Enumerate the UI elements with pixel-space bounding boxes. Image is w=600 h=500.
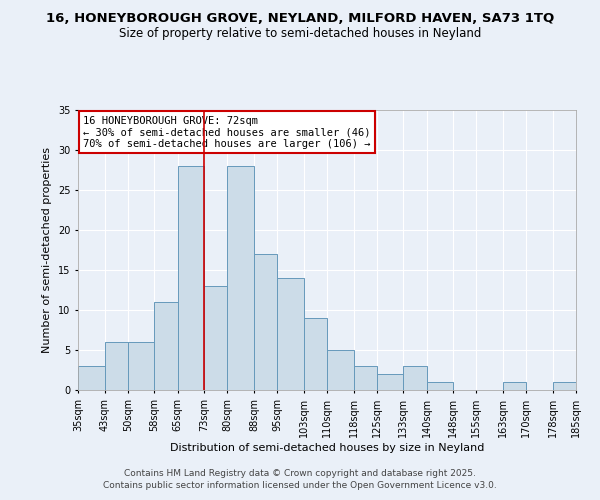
Bar [327,350,353,390]
Bar [503,382,526,390]
Bar [204,286,227,390]
Y-axis label: Number of semi-detached properties: Number of semi-detached properties [43,147,52,353]
Bar [403,366,427,390]
Bar [178,166,204,390]
Text: Size of property relative to semi-detached houses in Neyland: Size of property relative to semi-detach… [119,28,481,40]
Bar [254,254,277,390]
Text: Contains HM Land Registry data © Crown copyright and database right 2025.
Contai: Contains HM Land Registry data © Crown c… [103,469,497,490]
Bar [377,374,403,390]
Bar [277,278,304,390]
Bar [78,366,104,390]
Bar [154,302,178,390]
Bar [128,342,154,390]
X-axis label: Distribution of semi-detached houses by size in Neyland: Distribution of semi-detached houses by … [170,442,484,452]
Bar [427,382,453,390]
Bar [227,166,254,390]
Bar [304,318,327,390]
Bar [353,366,377,390]
Text: 16 HONEYBOROUGH GROVE: 72sqm
← 30% of semi-detached houses are smaller (46)
70% : 16 HONEYBOROUGH GROVE: 72sqm ← 30% of se… [83,116,370,149]
Bar [104,342,128,390]
Bar [553,382,576,390]
Text: 16, HONEYBOROUGH GROVE, NEYLAND, MILFORD HAVEN, SA73 1TQ: 16, HONEYBOROUGH GROVE, NEYLAND, MILFORD… [46,12,554,26]
